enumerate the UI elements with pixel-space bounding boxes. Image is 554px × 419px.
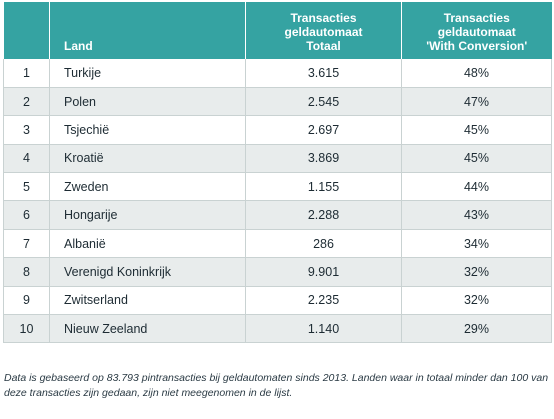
header-row: Land Transacties geldautomaat Totaal Tra… <box>3 2 552 59</box>
table-row: 2 Polen 2.545 47% <box>3 87 552 117</box>
header-conversion-line-1: Transacties <box>443 11 510 25</box>
header-conversion-line-2: geldautomaat <box>437 25 516 39</box>
cell-rank: 6 <box>3 200 50 230</box>
cell-conversion: 48% <box>401 59 552 88</box>
cell-rank: 9 <box>3 286 50 316</box>
table-row: 3 Tsjechië 2.697 45% <box>3 115 552 145</box>
cell-rank: 7 <box>3 229 50 259</box>
cell-land: Tsjechië <box>49 115 246 145</box>
cell-conversion: 32% <box>401 286 552 316</box>
cell-land: Verenigd Koninkrijk <box>49 257 246 287</box>
cell-total: 1.140 <box>245 314 402 344</box>
table-row: 1 Turkije 3.615 48% <box>3 59 552 88</box>
header-rank <box>3 2 50 59</box>
header-conversion-line-3: 'With Conversion' <box>426 39 528 53</box>
cell-total: 2.545 <box>245 87 402 117</box>
cell-conversion: 29% <box>401 314 552 344</box>
table-row: 4 Kroatië 3.869 45% <box>3 144 552 174</box>
cell-conversion: 45% <box>401 115 552 145</box>
cell-total: 1.155 <box>245 172 402 202</box>
cell-total: 2.288 <box>245 200 402 230</box>
cell-conversion: 45% <box>401 144 552 174</box>
table-body: 1 Turkije 3.615 48% 2 Polen 2.545 47% 3 … <box>3 59 552 344</box>
table-row: 6 Hongarije 2.288 43% <box>3 200 552 230</box>
table-row: 8 Verenigd Koninkrijk 9.901 32% <box>3 257 552 287</box>
cell-land: Hongarije <box>49 200 246 230</box>
cell-total: 2.235 <box>245 286 402 316</box>
cell-rank: 8 <box>3 257 50 287</box>
table-row: 5 Zweden 1.155 44% <box>3 172 552 202</box>
table-row: 9 Zwitserland 2.235 32% <box>3 286 552 316</box>
header-total-line-3: Totaal <box>306 39 341 53</box>
table-row: 10 Nieuw Zeeland 1.140 29% <box>3 314 552 344</box>
cell-rank: 1 <box>3 59 50 88</box>
cell-land: Kroatië <box>49 144 246 174</box>
cell-conversion: 44% <box>401 172 552 202</box>
cell-total: 2.697 <box>245 115 402 145</box>
cell-rank: 10 <box>3 314 50 344</box>
header-total-line-1: Transacties <box>290 11 357 25</box>
cell-rank: 5 <box>3 172 50 202</box>
atm-transactions-table: Land Transacties geldautomaat Totaal Tra… <box>3 2 552 344</box>
cell-rank: 2 <box>3 87 50 117</box>
cell-land: Albanië <box>49 229 246 259</box>
cell-conversion: 43% <box>401 200 552 230</box>
cell-land: Nieuw Zeeland <box>49 314 246 344</box>
cell-total: 9.901 <box>245 257 402 287</box>
header-land: Land <box>49 2 246 59</box>
cell-conversion: 47% <box>401 87 552 117</box>
cell-conversion: 32% <box>401 257 552 287</box>
cell-land: Zwitserland <box>49 286 246 316</box>
cell-total: 3.615 <box>245 59 402 88</box>
footnote: Data is gebaseerd op 83.793 pintransacti… <box>4 371 549 399</box>
cell-land: Polen <box>49 87 246 117</box>
header-conversion: Transacties geldautomaat 'With Conversio… <box>402 2 552 59</box>
header-total: Transacties geldautomaat Totaal <box>245 2 402 59</box>
cell-land: Zweden <box>49 172 246 202</box>
table-row: 7 Albanië 286 34% <box>3 229 552 259</box>
cell-conversion: 34% <box>401 229 552 259</box>
cell-total: 286 <box>245 229 402 259</box>
cell-rank: 4 <box>3 144 50 174</box>
table-header: Land Transacties geldautomaat Totaal Tra… <box>3 2 552 59</box>
header-total-line-2: geldautomaat <box>284 25 363 39</box>
atm-transactions-table-container: Land Transacties geldautomaat Totaal Tra… <box>3 2 552 344</box>
cell-rank: 3 <box>3 115 50 145</box>
cell-total: 3.869 <box>245 144 402 174</box>
cell-land: Turkije <box>49 59 246 88</box>
